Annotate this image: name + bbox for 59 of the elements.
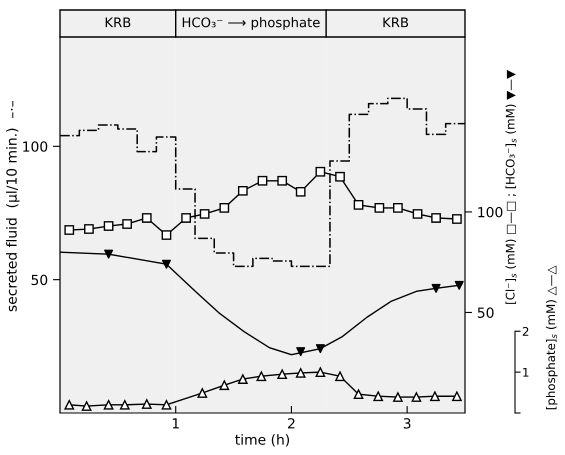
point (104, 221, 114, 231)
y3-axis-title: [phosphate]$_{s}$ (mM) △—△ (546, 265, 558, 410)
point (122, 219, 132, 229)
point (82, 401, 92, 411)
point (315, 367, 326, 377)
point (200, 209, 210, 219)
y2-axis-title: [Cl⁻]$_{s}$ (mM) □—□ ; [HCO₃⁻]$_{s}$ (mM) ▼—▼ (506, 70, 517, 304)
point (412, 392, 422, 402)
point (393, 392, 403, 402)
point (162, 230, 172, 240)
point (316, 344, 325, 354)
point (452, 391, 462, 402)
point (454, 280, 464, 290)
point (277, 176, 288, 186)
point (64, 400, 74, 410)
point (296, 186, 306, 197)
band-label: KRB (383, 18, 408, 28)
point (335, 172, 345, 182)
point (142, 213, 152, 223)
point (315, 166, 326, 177)
point (452, 214, 462, 224)
point (431, 213, 441, 223)
y2-tick-label: 100 (478, 206, 502, 218)
x-tick-label: 3 (404, 418, 410, 429)
y2-tick-label: 50 (478, 307, 494, 318)
point (430, 391, 440, 402)
y3-tick-label: 1 (523, 368, 528, 377)
point (335, 371, 345, 382)
point (219, 380, 230, 390)
point (296, 347, 306, 356)
point (197, 388, 208, 398)
point (296, 368, 306, 378)
point (374, 203, 384, 213)
x-tick-label: 2 (288, 418, 294, 428)
x-tick-label: 1 (172, 418, 179, 428)
point (162, 400, 172, 410)
point (142, 399, 152, 409)
point (162, 260, 171, 269)
point (238, 374, 248, 384)
point (432, 284, 441, 293)
y-axis-title: secreted fluid (µl/10 min.) –·– (6, 101, 20, 312)
point (256, 371, 266, 382)
band-label: HCO₃⁻ ⟶ phosphate (182, 17, 320, 30)
point (181, 213, 191, 223)
point (354, 200, 364, 210)
point (412, 209, 422, 219)
point (219, 203, 230, 213)
band-label: KRB (106, 18, 130, 28)
point (393, 203, 403, 213)
point (64, 225, 74, 235)
point (104, 400, 114, 410)
point (373, 391, 384, 402)
point (120, 400, 130, 410)
y3-tick-label: 2 (522, 326, 528, 336)
point (84, 224, 94, 234)
point (258, 176, 268, 186)
x-axis-title: time (h) (235, 434, 290, 446)
point (104, 250, 114, 259)
point (238, 186, 248, 196)
